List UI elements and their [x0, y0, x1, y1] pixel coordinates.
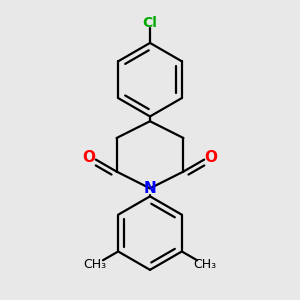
- Text: CH₃: CH₃: [193, 258, 216, 271]
- Text: O: O: [205, 151, 218, 166]
- Text: CH₃: CH₃: [84, 258, 107, 271]
- Text: N: N: [144, 181, 156, 196]
- Text: Cl: Cl: [142, 16, 158, 30]
- Text: O: O: [82, 151, 95, 166]
